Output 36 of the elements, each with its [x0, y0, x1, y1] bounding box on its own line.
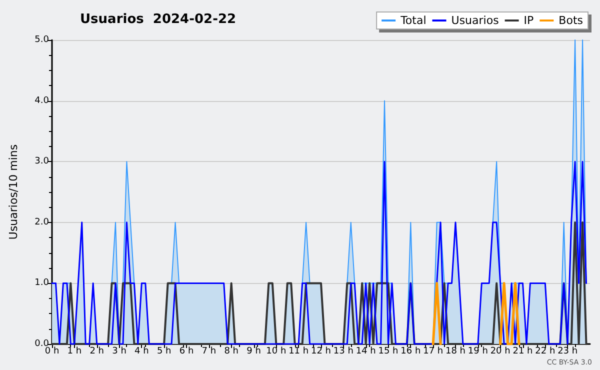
x-tick-label: 19 h: [468, 346, 488, 356]
x-tick-label: 22 h: [535, 346, 556, 356]
x-tick-label: 20 h: [490, 346, 510, 356]
x-tick-label: 12 h: [310, 346, 332, 356]
x-tick-label: 0 h: [44, 346, 60, 356]
y-tick-label: 4.0: [34, 96, 50, 106]
legend-label: IP: [524, 14, 534, 27]
x-tick-label: 7 h: [202, 346, 216, 356]
x-tick-label: 2 h: [90, 346, 104, 356]
y-tick-label: 1.0: [34, 278, 50, 288]
x-tick-label: 11 h: [288, 346, 309, 356]
x-tick-label: 21 h: [512, 346, 533, 356]
x-tick-label: 8 h: [224, 346, 238, 356]
y-axis-title: Usuarios/10 mins: [7, 144, 20, 240]
x-tick-label: 1 h: [67, 346, 82, 356]
x-tick-label: 4 h: [134, 346, 149, 356]
x-tick-label: 3 h: [112, 346, 126, 356]
x-tick-label: 9 h: [246, 346, 261, 356]
legend-label: Usuarios: [451, 14, 500, 27]
x-tick-label: 5 h: [156, 346, 172, 356]
legend-label: Bots: [558, 14, 584, 27]
x-tick-label: 14 h: [356, 346, 376, 356]
x-tick-label: 18 h: [445, 346, 466, 356]
x-tick-label: 23 h: [558, 346, 578, 356]
legend-label: Total: [400, 14, 426, 27]
y-tick-label: 3.0: [34, 156, 50, 167]
chart-title: Usuarios 2024-02-22: [80, 12, 236, 27]
x-tick-label: 15 h: [378, 346, 398, 356]
x-tick-label: 17 h: [423, 346, 444, 356]
line-series: [51, 160, 588, 345]
y-tick-label: 5.0: [34, 35, 50, 45]
x-tick-label: 10 h: [266, 346, 286, 356]
x-tick-label: 6 h: [179, 346, 194, 356]
x-tick-label: 16 h: [400, 346, 421, 356]
y-tick-label: 2.0: [34, 217, 50, 228]
x-tick-label: 13 h: [333, 346, 354, 356]
